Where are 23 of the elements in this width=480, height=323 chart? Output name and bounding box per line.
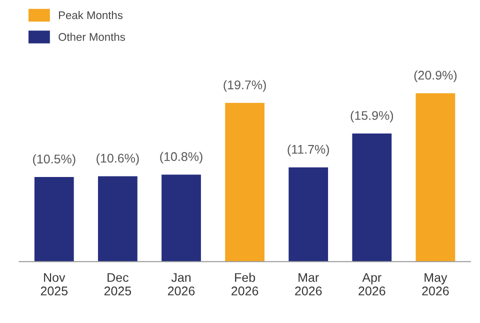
bar xyxy=(34,177,74,262)
data-label: (15.9%) xyxy=(350,110,394,122)
bar xyxy=(98,176,138,262)
legend-label: Other Months xyxy=(58,32,125,41)
data-label: (11.7%) xyxy=(288,144,329,156)
x-tick-label: Feb 2026 xyxy=(232,272,258,296)
legend-label: Peak Months xyxy=(59,10,123,20)
data-label: (19.7%) xyxy=(224,80,266,92)
bar xyxy=(225,102,264,262)
x-tick-label: Apr 2026 xyxy=(358,273,386,296)
bar xyxy=(352,134,392,262)
x-tick-label: Dec 2025 xyxy=(104,273,132,296)
bar xyxy=(416,93,456,262)
bar xyxy=(288,167,328,262)
data-label: (20.9%) xyxy=(414,70,457,82)
x-tick-label: Nov 2025 xyxy=(40,273,68,296)
data-label: (10.6%) xyxy=(96,153,139,166)
x-tick-label: Jan 2026 xyxy=(168,273,195,296)
x-tick-label: May 2026 xyxy=(422,273,449,296)
x-tick-label: Mar 2026 xyxy=(295,273,322,296)
bar xyxy=(162,174,201,262)
data-label: (10.8%) xyxy=(160,152,202,164)
data-label: (10.5%) xyxy=(33,154,76,166)
